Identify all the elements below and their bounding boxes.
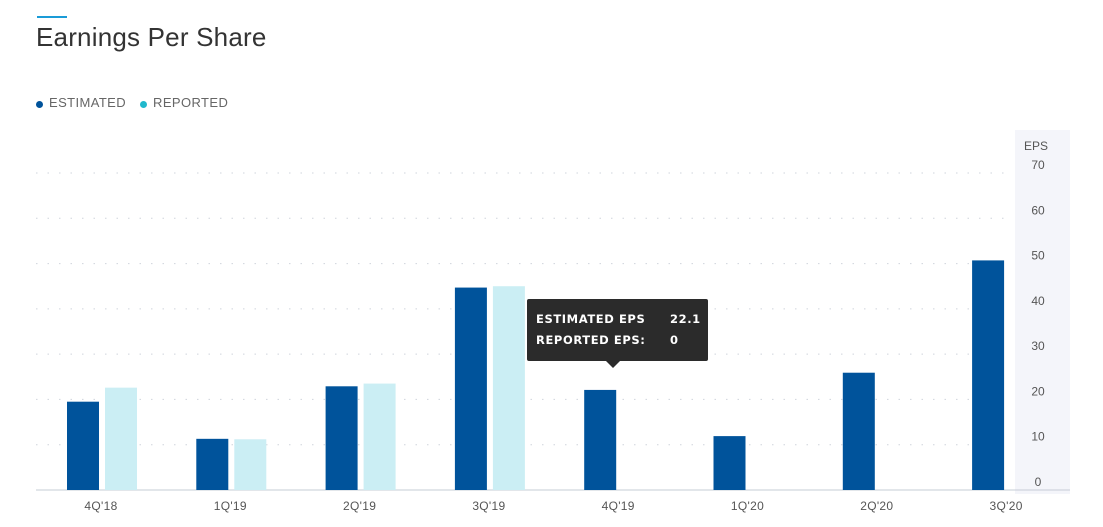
bar-estimated-2[interactable] <box>325 386 358 490</box>
y-tick-label-10: 10 <box>1031 430 1045 444</box>
bar-tooltip: ESTIMATED EPS 22.1 REPORTED EPS: 0 <box>527 299 708 368</box>
y-tick-label-20: 20 <box>1031 384 1045 398</box>
bar-reported-0[interactable] <box>105 387 137 490</box>
bar-reported-1[interactable] <box>234 439 267 490</box>
y-tick-label-70: 70 <box>1031 158 1045 172</box>
x-tick-label-5: 1Q'20 <box>731 499 764 513</box>
x-tick-label-2: 2Q'19 <box>343 499 376 513</box>
tooltip-reported-row: REPORTED EPS: 0 <box>536 333 679 347</box>
bar-reported-3[interactable] <box>492 286 525 490</box>
bar-estimated-1[interactable] <box>196 438 229 490</box>
y-tick-label-50: 50 <box>1031 249 1045 263</box>
y-tick-labels: 0 10 20 30 40 50 60 70 <box>1031 158 1045 489</box>
legend-label-estimated: ESTIMATED <box>49 95 127 110</box>
y-tick-label-40: 40 <box>1031 294 1045 308</box>
title-accent-line <box>37 16 67 18</box>
chart-title: Earnings Per Share <box>36 22 267 52</box>
y-axis-panel <box>1015 130 1070 494</box>
x-tick-labels: 4Q'18 1Q'19 2Q'19 3Q'19 4Q'19 1Q'20 2Q'20 3Q'20 <box>84 499 1022 513</box>
tooltip-estimated-row: ESTIMATED EPS 22.1 <box>536 312 701 326</box>
y-tick-label-60: 60 <box>1031 203 1045 217</box>
bars-group <box>67 260 1005 490</box>
y-tick-label-0: 0 <box>1035 475 1042 489</box>
bar-estimated-6[interactable] <box>842 372 875 490</box>
legend-item-reported[interactable]: REPORTED <box>140 95 228 110</box>
y-tick-label-30: 30 <box>1031 339 1045 353</box>
tooltip-reported-label: REPORTED EPS: <box>536 333 646 347</box>
bar-estimated-5[interactable] <box>713 436 746 490</box>
tooltip-estimated-value: 22.1 <box>670 312 701 326</box>
tooltip-arrow <box>606 361 620 368</box>
x-tick-label-6: 2Q'20 <box>860 499 893 513</box>
legend-item-estimated[interactable]: ESTIMATED <box>36 95 126 110</box>
x-tick-label-0: 4Q'18 <box>84 499 117 513</box>
bar-estimated-3[interactable] <box>454 287 487 490</box>
legend-dot-estimated <box>36 100 43 108</box>
x-tick-label-3: 3Q'19 <box>472 499 505 513</box>
x-tick-label-4: 4Q'19 <box>602 499 635 513</box>
x-tick-label-1: 1Q'19 <box>214 499 247 513</box>
bar-estimated-0[interactable] <box>67 401 99 490</box>
x-tick-label-7: 3Q'20 <box>990 499 1023 513</box>
legend-label-reported: REPORTED <box>153 95 229 110</box>
chart-legend: ESTIMATED REPORTED <box>36 95 228 110</box>
bar-estimated-7[interactable] <box>972 260 1005 490</box>
legend-dot-reported <box>140 100 148 108</box>
bar-estimated-4[interactable] <box>584 389 617 490</box>
tooltip-estimated-label: ESTIMATED EPS <box>536 312 646 326</box>
tooltip-reported-value: 0 <box>670 333 679 347</box>
bar-reported-2[interactable] <box>363 383 396 490</box>
y-axis-title: EPS <box>1024 139 1048 153</box>
